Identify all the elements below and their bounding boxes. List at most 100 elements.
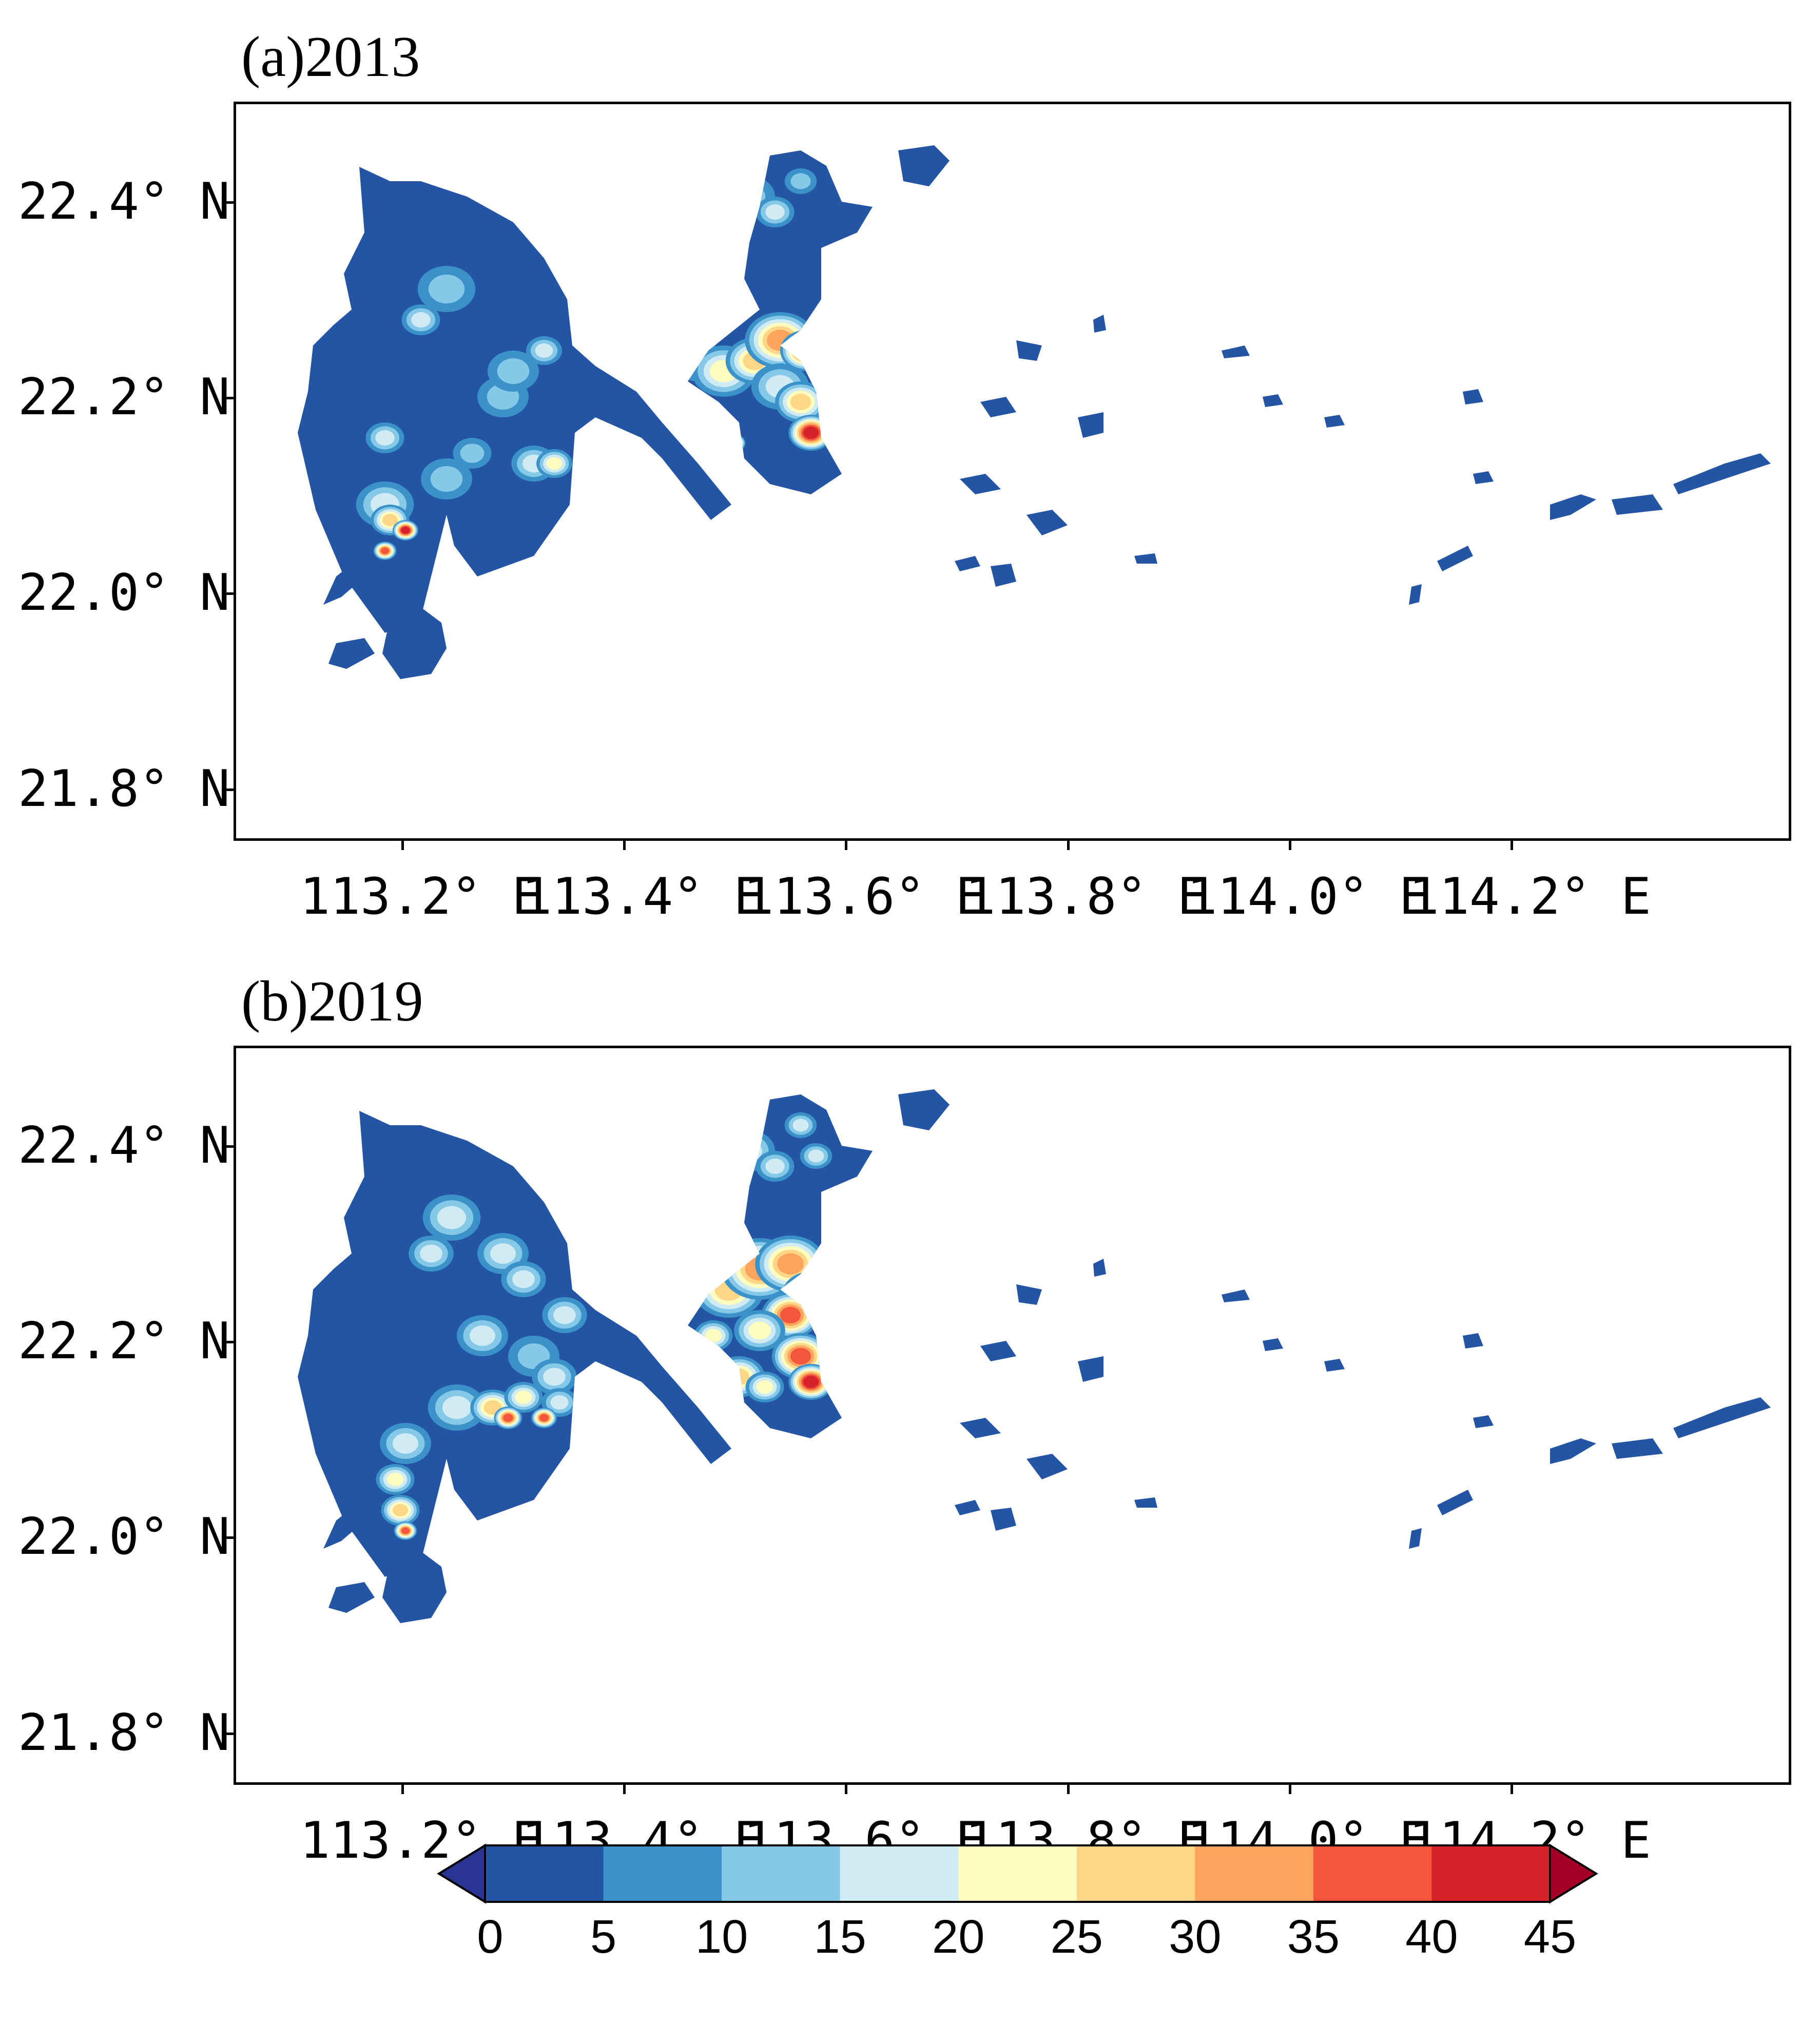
map-2013-ytick-mark (224, 201, 234, 204)
map-2013-ytick-label: 21.8° N (18, 759, 230, 818)
map-2019-islet-9 (955, 1500, 980, 1515)
map-2013-xtick-label: 113.6° E (743, 868, 986, 926)
map-2013-islet-9 (955, 556, 980, 571)
map-2019-islet-11 (1134, 1497, 1157, 1508)
map-2019-hotspot-33-ring-5 (705, 1328, 722, 1343)
map-2013-hotspot-26-ring-7 (728, 438, 740, 448)
map-2013-hotspot-25-ring-4 (706, 418, 731, 437)
map-panel-2019 (234, 1046, 1791, 1785)
map-2019-islet-1 (323, 1510, 359, 1549)
map-2013-land-1 (382, 607, 447, 679)
map-2019-islet-12 (1222, 1289, 1250, 1302)
map-2013-islet-11 (1134, 553, 1157, 564)
map-2019-hotspot-21-ring-4 (808, 1149, 824, 1163)
map-2019-islet-13 (1263, 1338, 1283, 1351)
map-2013-islet-19 (1673, 453, 1771, 494)
map-2019-xtick-label: 113.8° E (965, 1812, 1208, 1870)
map-2013-hotspot-26-ring-9 (730, 439, 738, 447)
map-2013-hotspot-26-ring-3 (723, 434, 745, 452)
map-2019-hotspot-2-ring-4 (490, 1243, 516, 1264)
map-2013-islet-13 (1263, 394, 1283, 407)
map-2013-hotspot-23-ring-6 (790, 394, 811, 410)
map-2019-ytick-label: 22.4° N (18, 1116, 230, 1175)
panel-a-label: (a) (241, 25, 305, 89)
map-2013-hotspot-1-ring-4 (411, 312, 431, 328)
map-2013-hotspot-21-ring-5 (788, 336, 823, 365)
map-2019 (298, 1089, 1771, 1623)
map-2019-hotspot-18-ring-4 (737, 1141, 762, 1161)
map-2019-hotspot-14-ring-4 (393, 1433, 418, 1454)
colorbar-tick-label: 5 (590, 1911, 617, 1963)
map-2013-islet-3 (1016, 340, 1042, 361)
map-2013-hotspot-0-ring-3 (428, 274, 465, 304)
map-2019-xtick-label: 113.6° E (743, 1812, 986, 1870)
map-2019-islet-15 (1463, 1333, 1483, 1349)
map-2013-hotspot-15-ring-4 (765, 204, 785, 220)
map-2019-ytick-label: 21.8° N (18, 1703, 230, 1762)
map-2019-islet-19 (1673, 1397, 1771, 1438)
colorbar-tick-label: 20 (932, 1911, 985, 1963)
panel-a-title: (a)2013 (241, 28, 420, 86)
map-2019-islet-2 (328, 1582, 375, 1613)
map-2019-ytick-mark (224, 1536, 234, 1539)
map-2013-xtick-mark (1288, 841, 1291, 850)
map-2013-ytick-label: 22.0° N (18, 564, 230, 623)
map-2013-islet-17 (1550, 494, 1596, 520)
map-2013-hotspot-26-ring-8 (729, 439, 739, 447)
map-2013-hotspot-11-ring-3 (460, 444, 485, 463)
colorbar-tick-label: 40 (1405, 1911, 1458, 1963)
map-2019-ytick-mark (224, 1732, 234, 1735)
panel-a-year: 2013 (305, 25, 420, 89)
map-2013-islet-10 (991, 564, 1016, 587)
map-2019-hotspot-27-ring-8 (780, 1306, 801, 1324)
map-2013-hotspot-13-ring-4 (535, 343, 553, 358)
map-2019-islet-21 (1409, 1528, 1422, 1549)
map-2019-hotspot-11-ring-4 (550, 1395, 569, 1410)
map-2013-islet-1 (323, 566, 359, 605)
colorbar-tick-label: 15 (814, 1911, 866, 1963)
map-2013 (298, 145, 1771, 679)
map-2013-hotspot-25-ring-3 (703, 415, 734, 440)
map-2013-xtick-mark (1510, 841, 1513, 850)
colorbar-tick-label: 45 (1523, 1911, 1577, 1963)
map-2019-xtick-mark (401, 1785, 404, 1794)
map-2013-hotspot-21-ring-6 (791, 339, 821, 362)
map-2013-islet-4 (1093, 315, 1106, 333)
colorbar-tick-label: 0 (477, 1911, 504, 1963)
map-2013-hotspot-9-ring-8 (380, 547, 390, 554)
map-2019-hotspot-26-ring-8 (800, 1286, 822, 1303)
map-2019-islet-3 (1016, 1284, 1042, 1305)
map-2019-islet-16 (1473, 1415, 1494, 1428)
map-2019-xtick-mark (623, 1785, 626, 1794)
map-panel-2013 (234, 102, 1791, 841)
map-2013-hotspot-5-ring-4 (375, 430, 395, 446)
map-2013-islet-12 (1222, 345, 1250, 358)
map-2013-islet-18 (1612, 494, 1663, 515)
map-2019-xtick-mark (1510, 1785, 1513, 1794)
map-2019-islet-8 (1027, 1454, 1068, 1479)
map-2019-ytick-mark (224, 1145, 234, 1148)
map-2019-hotspot-15-ring-5 (386, 1472, 404, 1487)
map-2019-islet-14 (1324, 1359, 1345, 1372)
map-2013-xtick-mark (623, 841, 626, 850)
map-2019-hotspot-29-ring-6 (729, 1369, 749, 1385)
map-2013-xtick-label: 113.4° E (521, 868, 764, 926)
map-2013-hotspot-25-ring-2 (699, 412, 738, 443)
map-2013-hotspot-20-ring-7 (767, 330, 793, 351)
map-2013-xtick-label: 113.8° E (965, 868, 1208, 926)
map-2019-islet-18 (1612, 1438, 1663, 1459)
panel-b-year: 2019 (308, 970, 423, 1033)
map-2019-islet-4 (1093, 1259, 1106, 1277)
map-2019-hotspot-5-ring-4 (470, 1325, 495, 1346)
map-2013-islet-7 (960, 474, 1001, 494)
colorbar-tick-label: 35 (1287, 1911, 1340, 1963)
map-2013-ytick-mark (224, 592, 234, 595)
map-2013-ytick-mark (224, 788, 234, 791)
colorbar-tick-label: 30 (1169, 1911, 1222, 1963)
map-2019-hotspot-8-ring-4 (442, 1396, 472, 1419)
map-2019-hotspot-12-ring-8 (503, 1414, 513, 1422)
map-2013-islet-15 (1463, 389, 1483, 405)
map-2019-ytick-label: 22.0° N (18, 1508, 230, 1567)
map-2019-hotspot-16-ring-6 (393, 1504, 408, 1516)
map-2019-hotspot-19-ring-4 (765, 1159, 785, 1174)
